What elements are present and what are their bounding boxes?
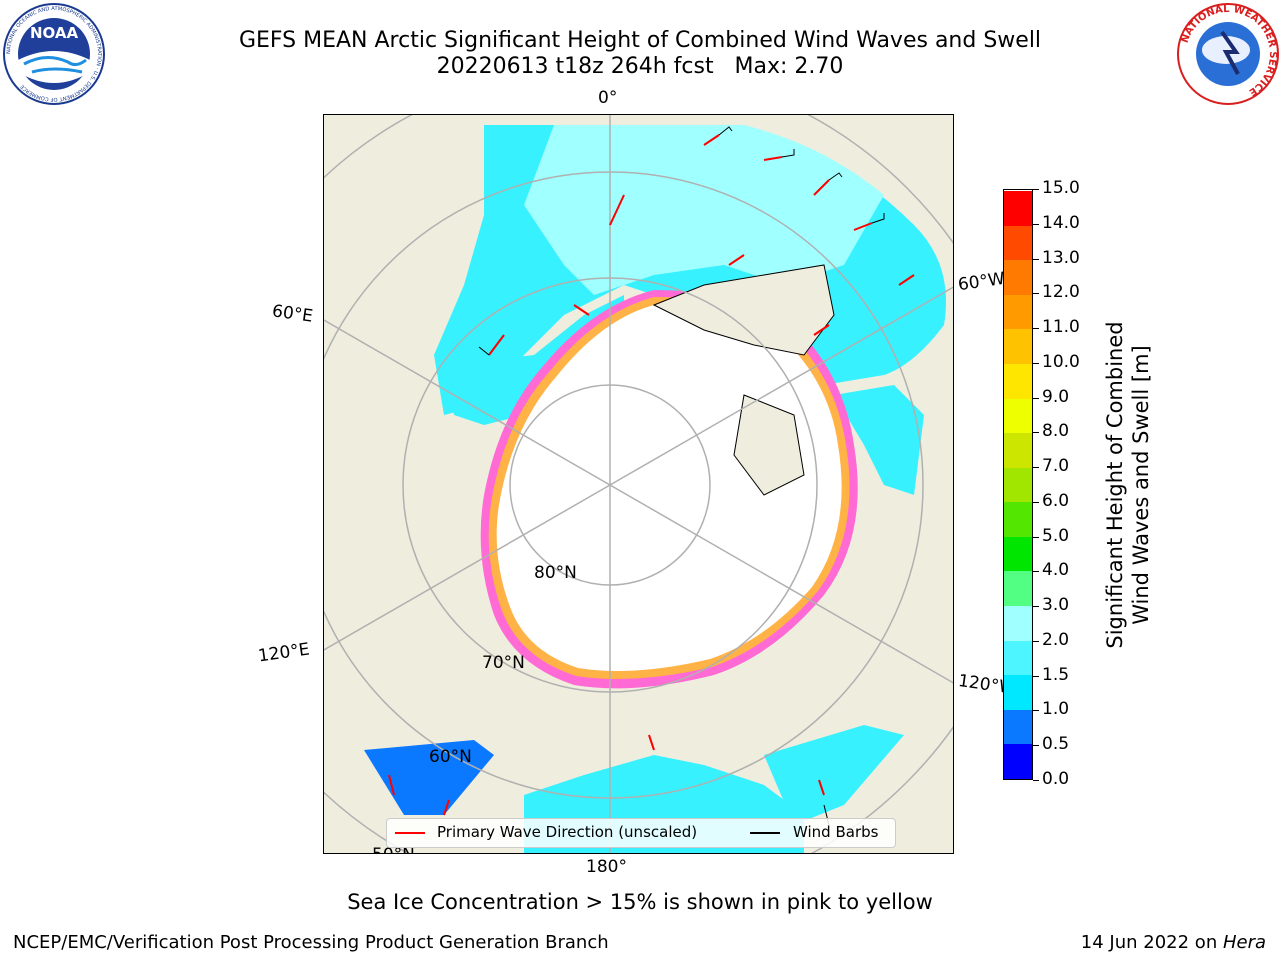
colorbar-label: Significant Height of Combined Wind Wave… [1102, 275, 1154, 695]
lat-label-50: 50°N [372, 845, 415, 854]
colorbar-segment [1004, 640, 1032, 676]
colorbar-tick [1033, 571, 1039, 573]
nws-logo: NATIONAL WEATHER SERVICE [1177, 3, 1279, 105]
colorbar-label-line1: Significant Height of Combined [1103, 321, 1127, 649]
colorbar-tick [1033, 258, 1039, 260]
colorbar-tick-label: 7.0 [1042, 456, 1070, 477]
colorbar-tick-label: 8.0 [1042, 421, 1070, 442]
colorbar-tick [1033, 223, 1039, 225]
footer-date: 14 Jun 2022 on Hera [1081, 932, 1266, 953]
colorbar-tick [1033, 328, 1039, 330]
noaa-logo: NOAA NATIONAL OCEANIC AND ATMOSPHERIC AD… [3, 3, 105, 105]
colorbar-segment [1004, 398, 1032, 434]
colorbar-segment [1004, 501, 1032, 537]
colorbar-segment [1004, 294, 1032, 330]
ocean-pacific-left [364, 740, 494, 815]
colorbar-tick [1033, 640, 1039, 642]
colorbar-tick-label: 11.0 [1042, 317, 1080, 338]
footer-date-text: 14 Jun 2022 on [1080, 932, 1223, 953]
colorbar-tick-label: 2.0 [1042, 629, 1070, 650]
colorbar-tick [1033, 675, 1039, 677]
legend-wave-label: Primary Wave Direction (unscaled) [437, 823, 698, 841]
lat-label-80: 80°N [534, 563, 577, 583]
ocean-barents [444, 295, 624, 425]
colorbar-segment [1004, 743, 1032, 779]
colorbar-tick [1033, 189, 1039, 190]
footer-branch: NCEP/EMC/Verification Post Processing Pr… [13, 932, 609, 953]
colorbar-segment [1004, 363, 1032, 399]
map-svg: 80°N 70°N 60°N 50°N [324, 115, 953, 854]
ocean-pacific-right [764, 725, 904, 825]
colorbar-tick-label: 14.0 [1042, 212, 1080, 233]
colorbar-tick-label: 10.0 [1042, 351, 1080, 372]
colorbar-segment [1004, 605, 1032, 641]
colorbar-tick-label: 1.5 [1042, 664, 1070, 685]
legend-barb-line [750, 832, 780, 834]
colorbar-tick-label: 0.0 [1042, 769, 1070, 789]
colorbar-tick-label: 4.0 [1042, 560, 1070, 581]
colorbar-segment [1004, 432, 1032, 468]
colorbar-segment [1004, 709, 1032, 745]
colorbar-tick-label: 0.5 [1042, 734, 1070, 755]
ocean-atlantic-light [524, 125, 884, 295]
colorbar-segment [1004, 674, 1032, 710]
colorbar-tick-label: 13.0 [1042, 247, 1080, 268]
wave-arrows [388, 134, 915, 816]
lat-label-70: 70°N [482, 653, 525, 673]
legend-barb-label: Wind Barbs [793, 823, 879, 841]
colorbar-tick [1033, 397, 1039, 399]
lon-label-180: 180° [586, 857, 627, 877]
sea-ice [496, 305, 842, 671]
colorbar-segment [1004, 259, 1032, 295]
colorbar-tick [1033, 293, 1039, 295]
canada-islands [733, 394, 805, 496]
colorbar-segment [1004, 328, 1032, 364]
greenland [652, 264, 835, 356]
colorbar-segment [1004, 536, 1032, 572]
chart-title: GEFS MEAN Arctic Significant Height of C… [238, 28, 1042, 53]
colorbar-label-line2: Wind Waves and Swell [m] [1129, 345, 1153, 625]
colorbar-segment [1004, 225, 1032, 261]
colorbar-tick [1033, 536, 1039, 538]
chart-subtitle: 20220613 t18z 264h fcst Max: 2.70 [436, 54, 844, 79]
wind-barbs [478, 126, 885, 826]
lon-label-120E: 120°E [256, 639, 311, 667]
colorbar-tick-label: 6.0 [1042, 490, 1070, 511]
colorbar-segment [1004, 570, 1032, 607]
sea-ice-note: Sea Ice Concentration > 15% is shown in … [347, 890, 933, 914]
legend-wave-line [395, 832, 425, 834]
svg-text:NOAA: NOAA [30, 24, 79, 42]
colorbar [1003, 189, 1033, 780]
colorbar-tick [1033, 467, 1039, 469]
colorbar-tick-label: 1.0 [1042, 699, 1070, 720]
colorbar-tick [1033, 432, 1039, 434]
legend: Primary Wave Direction (unscaled) Wind B… [386, 818, 896, 848]
colorbar-segment [1004, 467, 1032, 503]
ocean-hudson [834, 385, 924, 495]
graticule [324, 115, 953, 853]
colorbar-segment [1004, 190, 1032, 226]
lon-label-60E: 60°E [270, 301, 315, 327]
colorbar-tick-label: 12.0 [1042, 282, 1080, 303]
colorbar-tick [1033, 501, 1039, 503]
colorbar-tick [1033, 745, 1039, 747]
colorbar-tick-label: 15.0 [1042, 178, 1080, 198]
colorbar-tick-label: 9.0 [1042, 386, 1070, 407]
footer-host: Hera [1222, 932, 1266, 953]
lon-label-60W: 60°W [956, 268, 1007, 296]
lat-label-60: 60°N [429, 747, 472, 767]
colorbar-tick-label: 3.0 [1042, 595, 1070, 616]
colorbar-tick [1033, 606, 1039, 608]
colorbar-tick-label: 5.0 [1042, 525, 1070, 546]
colorbar-tick [1033, 362, 1039, 364]
lon-label-0: 0° [598, 88, 618, 108]
colorbar-tick [1033, 710, 1039, 712]
colorbar-tick [1033, 780, 1039, 781]
polar-map: 80°N 70°N 60°N 50°N [323, 114, 954, 854]
